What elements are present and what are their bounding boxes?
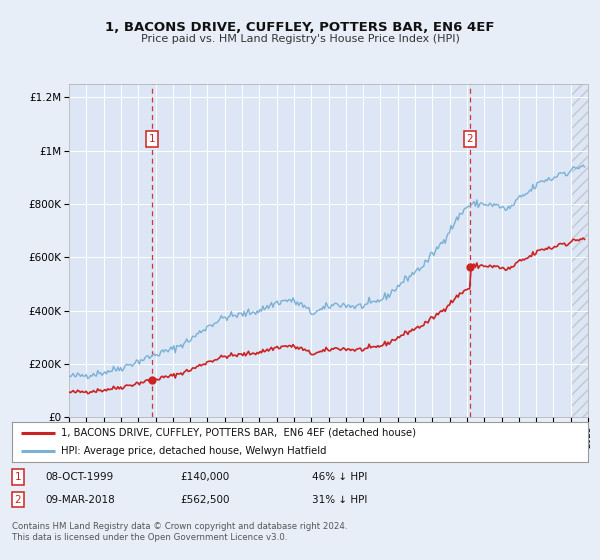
Text: 46% ↓ HPI: 46% ↓ HPI: [312, 472, 367, 482]
Bar: [571, 84, 588, 417]
Text: 2: 2: [14, 494, 22, 505]
Text: 09-MAR-2018: 09-MAR-2018: [45, 494, 115, 505]
Text: Contains HM Land Registry data © Crown copyright and database right 2024.: Contains HM Land Registry data © Crown c…: [12, 522, 347, 531]
Text: 1: 1: [148, 134, 155, 144]
Text: Price paid vs. HM Land Registry's House Price Index (HPI): Price paid vs. HM Land Registry's House …: [140, 34, 460, 44]
Text: This data is licensed under the Open Government Licence v3.0.: This data is licensed under the Open Gov…: [12, 533, 287, 542]
Text: 31% ↓ HPI: 31% ↓ HPI: [312, 494, 367, 505]
Text: £140,000: £140,000: [180, 472, 229, 482]
Text: 1: 1: [14, 472, 22, 482]
Text: 2: 2: [467, 134, 473, 144]
Text: 08-OCT-1999: 08-OCT-1999: [45, 472, 113, 482]
Text: 1, BACONS DRIVE, CUFFLEY, POTTERS BAR, EN6 4EF: 1, BACONS DRIVE, CUFFLEY, POTTERS BAR, E…: [105, 21, 495, 34]
Text: 1, BACONS DRIVE, CUFFLEY, POTTERS BAR,  EN6 4EF (detached house): 1, BACONS DRIVE, CUFFLEY, POTTERS BAR, E…: [61, 428, 416, 437]
Text: HPI: Average price, detached house, Welwyn Hatfield: HPI: Average price, detached house, Welw…: [61, 446, 326, 456]
Text: £562,500: £562,500: [180, 494, 229, 505]
